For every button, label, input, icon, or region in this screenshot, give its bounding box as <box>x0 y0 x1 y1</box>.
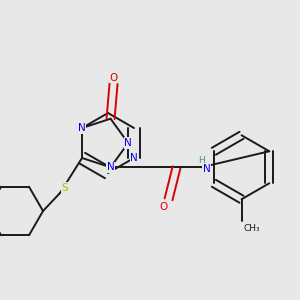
Text: N: N <box>203 164 210 174</box>
Text: N: N <box>78 123 86 133</box>
Text: CH₃: CH₃ <box>243 224 260 233</box>
Text: N: N <box>130 153 138 163</box>
Text: S: S <box>62 183 68 193</box>
Text: O: O <box>110 73 118 83</box>
Text: N: N <box>107 162 114 172</box>
Text: H: H <box>198 156 205 165</box>
Text: O: O <box>159 202 168 212</box>
Text: N: N <box>124 138 132 148</box>
